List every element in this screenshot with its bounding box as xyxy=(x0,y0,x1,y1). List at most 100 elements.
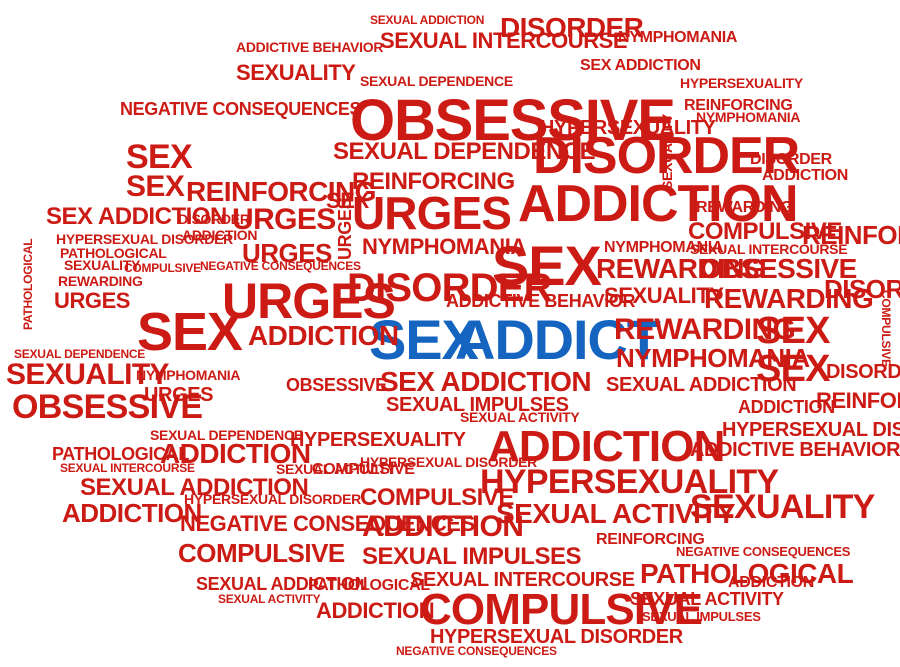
word-sexual-dependence: SEXUAL DEPENDENCE xyxy=(14,347,146,361)
word-nymphomania: NYMPHOMANIA xyxy=(618,29,738,46)
word-nymphomania: NYMPHOMANIA xyxy=(604,239,724,256)
word-sex: SEX xyxy=(137,302,243,362)
word-sexuality: SEXUALITY xyxy=(604,283,724,308)
word-sexual-dependence: SEXUAL DEPENDENCE xyxy=(360,73,513,89)
word-obsessive: OBSESSIVE xyxy=(12,388,203,426)
word-addiction: ADDICTION xyxy=(762,167,849,184)
word-compulsive: COMPULSIVE xyxy=(312,461,415,478)
word-addiction: ADDICTION xyxy=(160,438,311,469)
word-hypersexuality: HYPERSEXUALITY xyxy=(480,463,779,501)
word-hypersexual-disorder: HYPERSEXUAL DISORDER xyxy=(56,231,233,247)
word-disorder: DISORDER xyxy=(533,127,800,185)
word-pathological-vertical: PATHOLOGICAL xyxy=(21,238,35,330)
word-sexual-intercourse: SEXUAL INTERCOURSE xyxy=(690,241,848,257)
word-rewarding: REWARDING xyxy=(596,253,766,284)
word-hypersexuality: HYPERSEXUALITY xyxy=(290,429,466,451)
word-negative-consequences: NEGATIVE CONSEQUENCES xyxy=(676,544,851,559)
word-pathological: PATHOLOGICAL xyxy=(52,444,189,464)
word-obsessive: OBSESSIVE xyxy=(286,375,387,395)
word-pathological: PATHOLOGICAL xyxy=(60,245,167,261)
word-sex-addiction: SEX ADDICTION xyxy=(380,366,592,397)
word-urges: URGES xyxy=(222,273,396,329)
word-sexuality: SEXUALITY xyxy=(690,488,875,526)
word-sexual-impulses: SEXUAL IMPULSES xyxy=(642,609,761,624)
word-pathological: PATHOLOGICAL xyxy=(308,577,430,594)
word-urges: URGES xyxy=(144,384,214,406)
word-sexuality: SEXUALITY xyxy=(64,257,141,273)
word-obsessive: OBSESSIVE xyxy=(350,88,676,153)
word-obsessive: OBSESSIVE xyxy=(700,253,857,284)
word-urges: URGES xyxy=(242,238,332,268)
word-sexual-addiction: SEXUAL ADDICTION xyxy=(370,13,485,27)
word-rewarding: REWARDING xyxy=(704,283,874,314)
word-rewarding: REWARDING xyxy=(696,199,793,216)
word-sexual-impulses: SEXUAL IMPULSES xyxy=(386,394,569,416)
word-disorder: DISORDER xyxy=(826,361,900,383)
word-reinforcing: REINFORCING xyxy=(186,176,376,207)
word-disorder: DISORDER xyxy=(824,274,900,304)
word-sex: SEX xyxy=(492,234,602,297)
word-compulsive: COMPULSIVE xyxy=(124,261,201,275)
word-sex: SEX xyxy=(756,348,831,390)
word-addiction: ADDICTION xyxy=(728,574,815,591)
word-negative-consequences: NEGATIVE CONSEQUENCES xyxy=(120,99,362,119)
word-disorder: DISORDER xyxy=(347,266,553,310)
word-reinforcing: REINFORCING xyxy=(596,531,705,548)
word-urges: URGES xyxy=(232,203,336,236)
word-reinforcing: REINFORCING xyxy=(684,97,793,114)
word-hypersexual-disorder: HYPERSEXUAL DISORDER xyxy=(360,454,537,470)
word-sexual-intercourse: SEXUAL INTERCOURSE xyxy=(410,569,635,591)
word-reinforcing: REINFORCING xyxy=(816,388,900,413)
word-disorder: DISORDER xyxy=(500,12,644,43)
word-urges-vertical: URGES xyxy=(335,197,355,260)
word-reinforcing: REINFORCING xyxy=(802,220,900,250)
word-addiction: ADDICTION xyxy=(362,510,524,543)
word-sexual-addiction: SEXUAL ADDICTION xyxy=(606,374,797,396)
word-compulsive: COMPULSIVE xyxy=(688,218,842,245)
word-sexual-addiction: SEXUAL ADDICTION xyxy=(80,474,309,501)
word-nymphomania: NYMPHOMANIA xyxy=(616,343,810,373)
word-nymphomania: NYMPHOMANIA xyxy=(136,367,241,383)
word-sexual-impulses: SEXUAL IMPULSES xyxy=(362,543,582,570)
word-hypersexuality: HYPERSEXUALITY xyxy=(540,117,716,139)
word-sexual-dependence: SEXUAL DEPENDENCE xyxy=(150,427,303,443)
word-hypersexual-disorder: HYPERSEXUAL DISORDER xyxy=(184,491,361,507)
word-sexual-activity: SEXUAL ACTIVITY xyxy=(218,592,321,606)
word-disorder: DISORDER xyxy=(750,151,832,168)
word-sexual-activity: SEXUAL ACTIVITY xyxy=(630,589,784,609)
word-pathological: PATHOLOGICAL xyxy=(640,558,854,589)
word-sex-addiction: SEX ADDICTION xyxy=(46,203,227,230)
word-addiction: ADDICTION xyxy=(316,598,435,623)
word-sex: SEX xyxy=(326,188,369,213)
word-sexual-activity: SEXUAL ACTIVITY xyxy=(460,409,580,425)
word-addiction: ADDICTION xyxy=(518,175,799,233)
center-word-addict: ADDICT xyxy=(455,308,661,371)
word-rewarding: REWARDING xyxy=(58,273,143,289)
word-negative-consequences: NEGATIVE CONSEQUENCES xyxy=(200,259,361,273)
word-addictive-behavior: ADDICTIVE BEHAVIOR xyxy=(690,439,900,461)
word-addiction: ADDICTION xyxy=(488,422,725,471)
word-sexuality-vertical: SEXUALITY xyxy=(659,113,675,190)
word-sex: SEX xyxy=(126,138,193,176)
word-sex: SEX xyxy=(756,310,831,352)
word-compulsive: COMPULSIVE xyxy=(360,484,514,511)
word-sex-addiction: SEX ADDICTION xyxy=(580,57,701,74)
word-hypersexuality: HYPERSEXUALITY xyxy=(680,75,803,91)
word-disorder: DISORDER xyxy=(178,211,250,227)
word-reinforcing: REINFORCING xyxy=(352,168,515,195)
word-negative-consequences: NEGATIVE CONSEQUENCES xyxy=(396,644,557,658)
word-addictive-behavior: ADDICTIVE BEHAVIOR xyxy=(446,291,636,311)
word-addiction: ADDICTION xyxy=(182,227,258,243)
word-addiction: ADDICTION xyxy=(248,320,399,351)
word-compulsive: COMPULSIVE xyxy=(178,538,345,568)
word-sexual-addiction: SEXUAL ADDICTION xyxy=(196,574,368,594)
word-nymphomania: NYMPHOMANIA xyxy=(362,234,526,259)
word-negative-consequences: NEGATIVE CONSEQUENCES xyxy=(180,511,475,536)
word-hypersexual-disorder: HYPERSEXUAL DISORDER xyxy=(722,419,900,441)
word-sex: SEX xyxy=(126,170,185,203)
word-addiction: ADDICTION xyxy=(738,397,835,417)
word-addiction: ADDICTION xyxy=(62,498,202,528)
word-sexual-activity: SEXUAL ACTIVITY xyxy=(496,498,736,529)
word-addictive-behavior: ADDICTIVE BEHAVIOR xyxy=(236,39,384,55)
